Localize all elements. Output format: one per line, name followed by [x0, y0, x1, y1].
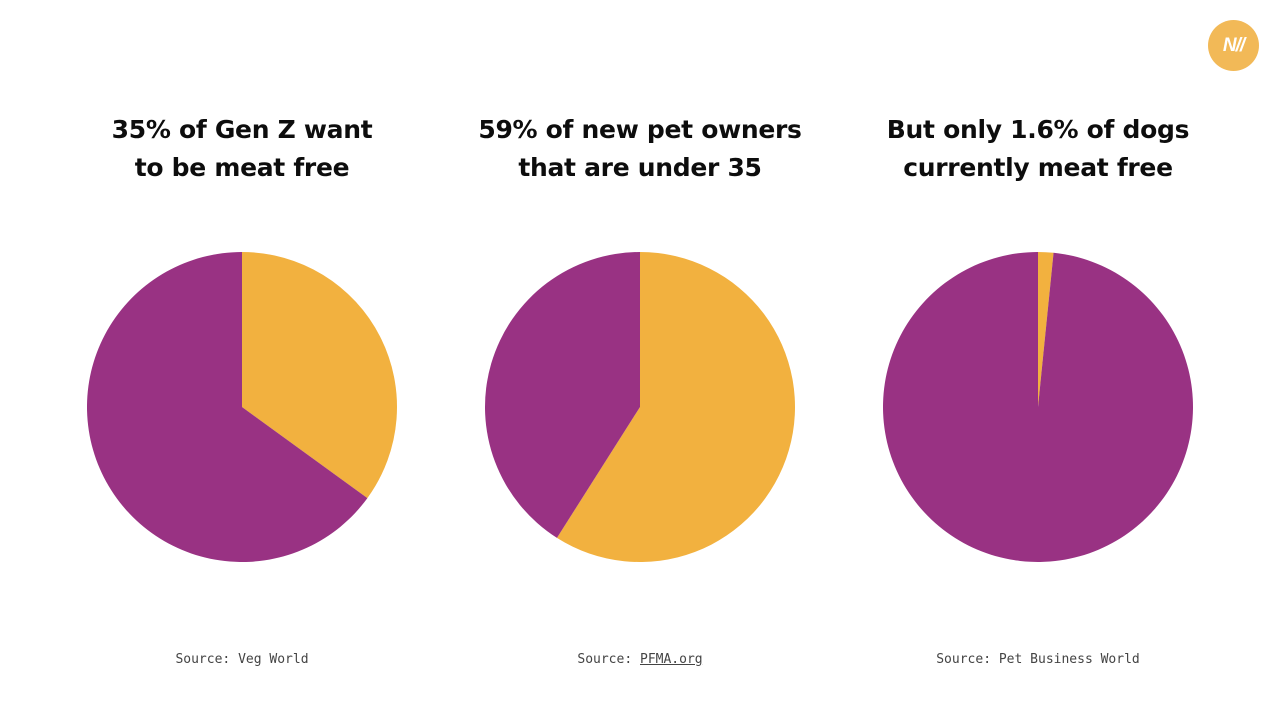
pie-slice-remainder	[87, 252, 368, 562]
pie-slice-highlight	[242, 252, 397, 499]
chart-title-line: currently meat free	[903, 153, 1173, 182]
brand-logo-text: N//	[1222, 35, 1245, 56]
source-prefix: Source:	[175, 652, 239, 667]
pie-slice-remainder	[883, 252, 1193, 562]
chart-source: Source: PFMA.org	[440, 652, 840, 667]
pie-slice-highlight	[1038, 252, 1054, 407]
source-prefix: Source:	[577, 652, 640, 667]
chart-title-line: But only 1.6% of dogs	[886, 115, 1190, 144]
source-name: Veg World	[238, 652, 309, 667]
chart-title-line: 35% of Gen Z want	[111, 115, 373, 144]
pie-chart	[485, 252, 795, 562]
source-prefix: Source:	[936, 652, 999, 667]
chart-title-line: that are under 35	[518, 153, 762, 182]
chart-title: 35% of Gen Z want to be meat free	[42, 111, 442, 187]
chart-panel-pet-owners: 59% of new pet owners that are under 35 …	[440, 0, 840, 720]
chart-title-line: to be meat free	[134, 153, 350, 182]
chart-panel-dogs: But only 1.6% of dogs currently meat fre…	[838, 0, 1238, 720]
pie-chart	[87, 252, 397, 562]
chart-source: Source: Pet Business World	[838, 652, 1238, 667]
chart-title-line: 59% of new pet owners	[478, 115, 802, 144]
chart-source: Source: Veg World	[42, 652, 442, 667]
source-name: Pet Business World	[998, 652, 1140, 667]
pie-chart	[883, 252, 1193, 562]
chart-panel-gen-z: 35% of Gen Z want to be meat free Source…	[42, 0, 442, 720]
chart-title: 59% of new pet owners that are under 35	[440, 111, 840, 187]
brand-logo: N//	[1208, 20, 1259, 71]
chart-title: But only 1.6% of dogs currently meat fre…	[838, 111, 1238, 187]
pie-slice-remainder	[485, 252, 640, 538]
source-link[interactable]: PFMA.org	[640, 652, 703, 667]
pie-slice-highlight	[556, 252, 795, 562]
